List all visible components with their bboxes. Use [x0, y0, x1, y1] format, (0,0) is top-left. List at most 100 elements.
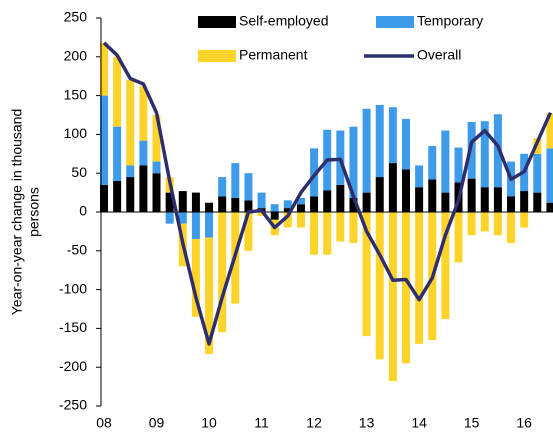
bar-segment [323, 190, 332, 212]
bar-segment [467, 178, 476, 212]
x-tick-label: 08 [96, 415, 112, 431]
bar-segment [428, 179, 437, 212]
bar-segment [454, 147, 463, 183]
bar-segment [178, 191, 187, 212]
x-tick-label: 12 [306, 415, 322, 431]
bar-segment [126, 80, 135, 166]
bar-segment [533, 192, 542, 212]
bar-segment [231, 198, 240, 212]
bar-segment [362, 192, 371, 212]
x-tick-label: 10 [201, 415, 217, 431]
legend-label: Temporary [417, 13, 483, 29]
bar-segment [310, 148, 319, 197]
bar-segment [441, 192, 450, 212]
bar-segment [375, 177, 384, 212]
y-tick-label: 250 [64, 9, 88, 25]
bar-segment [191, 239, 200, 317]
y-tick-label: 50 [71, 164, 87, 180]
y-axis-label: Year-on-year change in thousand persons [9, 109, 42, 316]
bar-segment [415, 187, 424, 212]
overall-line [102, 41, 553, 346]
bar-segment [375, 104, 384, 178]
legend-label: Self-employed [239, 13, 329, 29]
bar-segment [480, 212, 489, 232]
bar-segment [441, 212, 450, 320]
bar-segment [100, 95, 108, 185]
bar-segment [388, 163, 397, 212]
legend-swatch [376, 16, 414, 28]
bar-segment [349, 198, 358, 212]
bar-segment [415, 212, 424, 344]
bar-segment [113, 56, 122, 127]
bar-segment [152, 173, 161, 212]
bar-segment [533, 153, 542, 193]
bar-segment [546, 113, 553, 149]
bar-segment [454, 212, 463, 263]
bar-segment [113, 180, 122, 212]
x-tick-label: 11 [254, 415, 269, 431]
y-tick-label: -150 [59, 319, 87, 335]
bar-segment [139, 140, 148, 166]
x-tick-label: 13 [359, 415, 375, 431]
bar-segment [362, 108, 371, 193]
bar-segment [493, 187, 502, 212]
bar-segment [401, 169, 410, 212]
bar-segment [336, 212, 345, 242]
y-tick-label: -100 [59, 280, 87, 296]
bar-segment [296, 198, 305, 205]
bar-segment [270, 204, 279, 212]
bar-segment [401, 118, 410, 170]
x-tick-label: 09 [149, 415, 165, 431]
bar-segment [296, 204, 305, 212]
bar-segment [480, 121, 489, 188]
x-tick-label: 16 [516, 415, 532, 431]
bar-segment [191, 192, 200, 212]
bar-segment [520, 212, 529, 228]
bar-segment [139, 165, 148, 212]
bar-segment [152, 115, 161, 162]
bar-segment [296, 212, 305, 228]
y-tick-label: -50 [67, 242, 87, 258]
x-tick-label: 15 [464, 415, 480, 431]
y-tick-label: 150 [64, 86, 88, 102]
bar-segment [493, 212, 502, 236]
bar-segment [415, 165, 424, 188]
bar-segment [467, 212, 476, 236]
bar-segment [349, 212, 358, 244]
bar-segment [257, 212, 266, 216]
bar-segment [507, 196, 516, 212]
y-axis-label-line: Year-on-year change in thousand [9, 109, 25, 316]
bar-segment [218, 212, 227, 333]
bar-segment [152, 161, 161, 174]
bar-segment [244, 173, 253, 201]
bar-segment [375, 212, 384, 360]
bar-segment [349, 126, 358, 199]
bar-segment [283, 212, 292, 228]
legend-label: Overall [417, 47, 461, 63]
bar-segment [283, 200, 292, 209]
bar-segment [310, 212, 319, 255]
bar-segment [323, 212, 332, 255]
bar-segment [205, 237, 214, 355]
bar-segment [244, 200, 253, 212]
bar-segment [165, 192, 174, 212]
bar-segment [441, 130, 450, 193]
bar-segment [467, 121, 476, 179]
bar-segment [244, 212, 253, 251]
bar-segment [100, 184, 108, 212]
bar-segment [283, 208, 292, 212]
bar-segment [100, 42, 108, 96]
y-tick-label: 0 [79, 203, 87, 219]
bar-segment [401, 212, 410, 364]
bar-segment [139, 86, 148, 141]
bar-segment [205, 212, 214, 238]
bar-segment [546, 148, 553, 203]
bar-segment [428, 146, 437, 180]
bar-segment [113, 126, 122, 181]
bar-segment [218, 177, 227, 197]
bar-segment [205, 202, 214, 212]
y-tick-label: 200 [64, 48, 88, 64]
bar-segment [270, 212, 279, 220]
bar-segment [257, 192, 266, 209]
bar-segment [507, 212, 516, 244]
